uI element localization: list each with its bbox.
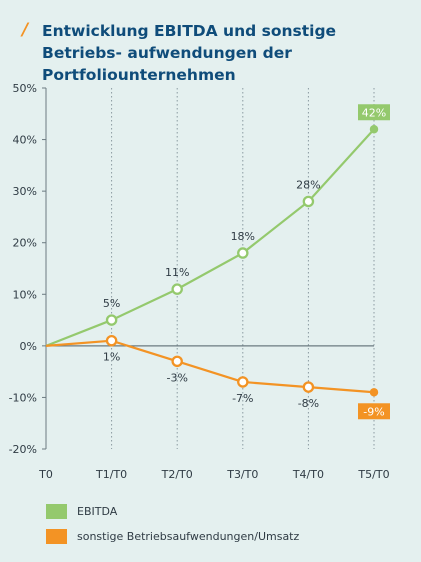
x-tick-label-4: T4/T0 bbox=[292, 468, 324, 481]
x-tick-label-2: T2/T0 bbox=[161, 468, 193, 481]
data-label-betriebsaufwendungen-3: -7% bbox=[232, 392, 253, 405]
legend-item-betriebsaufwendungen: sonstige Betriebsaufwendungen/Umsatz bbox=[46, 529, 299, 544]
y-tick-label-3: 20% bbox=[13, 237, 37, 250]
legend-item-ebitda: EBITDA bbox=[46, 504, 117, 519]
data-point-ebitda-5 bbox=[369, 125, 379, 134]
data-point-ebitda-2 bbox=[171, 283, 183, 295]
data-label-badge-ebitda bbox=[358, 104, 390, 121]
data-label-ebitda-5: 42% bbox=[362, 106, 386, 119]
y-tick-label-5: 0% bbox=[20, 340, 37, 353]
data-point-betriebsaufwendungen-2 bbox=[171, 355, 183, 368]
series-line-ebitda bbox=[45, 128, 375, 347]
accent-slash-icon: / bbox=[22, 20, 29, 40]
line-chart: 50% 40% 30% 20% 10% 0% -10% -20%T0 T1/T0 T2/T0 T3/… bbox=[9, 82, 390, 481]
data-label-betriebsaufwendungen-2: -3% bbox=[166, 371, 187, 384]
data-label-badge-betriebsaufwendungen bbox=[358, 403, 390, 420]
x-tick-label-0: T0 bbox=[38, 468, 53, 481]
y-tick-label-6: -10% bbox=[9, 391, 37, 404]
data-label-ebitda-3: 18% bbox=[231, 230, 255, 243]
y-tick-label-4: 10% bbox=[13, 288, 37, 301]
data-label-betriebsaufwendungen-1: 1% bbox=[103, 351, 120, 364]
x-tick-label-5: T5/T0 bbox=[357, 468, 389, 481]
legend-swatch-ebitda bbox=[46, 504, 67, 519]
legend-swatch-betriebsaufwendungen bbox=[46, 529, 67, 544]
chart-title: Entwicklung EBITDA und sonstige Betriebs… bbox=[42, 22, 337, 84]
data-point-betriebsaufwendungen-3 bbox=[237, 376, 249, 388]
data-point-ebitda-3 bbox=[237, 247, 249, 259]
data-point-betriebsaufwendungen-4 bbox=[302, 381, 315, 393]
data-label-ebitda-1: 5% bbox=[103, 297, 120, 310]
x-tick-label-1: T1/T0 bbox=[95, 468, 127, 481]
data-point-betriebsaufwendungen-1 bbox=[105, 334, 118, 347]
y-tick-label-1: 40% bbox=[13, 134, 37, 147]
data-label-ebitda-4: 28% bbox=[296, 178, 320, 191]
y-tick-label-0: 50% bbox=[13, 82, 37, 95]
legend-label-ebitda: EBITDA bbox=[77, 505, 118, 518]
legend-label-betriebsaufwendungen: sonstige Betriebsaufwendungen/Umsatz bbox=[77, 530, 300, 543]
data-label-betriebsaufwendungen-5: -9% bbox=[363, 405, 384, 418]
y-tick-label-7: -20% bbox=[9, 443, 37, 456]
x-tick-label-3: T3/T0 bbox=[226, 468, 258, 481]
data-point-ebitda-1 bbox=[105, 314, 118, 326]
series-line-betriebsaufwendungen bbox=[45, 339, 375, 394]
data-point-betriebsaufwendungen-5 bbox=[369, 388, 379, 397]
data-label-ebitda-2: 11% bbox=[165, 266, 189, 279]
y-tick-label-2: 30% bbox=[13, 185, 37, 198]
data-point-ebitda-4 bbox=[302, 195, 315, 208]
data-label-betriebsaufwendungen-4: -8% bbox=[298, 397, 319, 410]
